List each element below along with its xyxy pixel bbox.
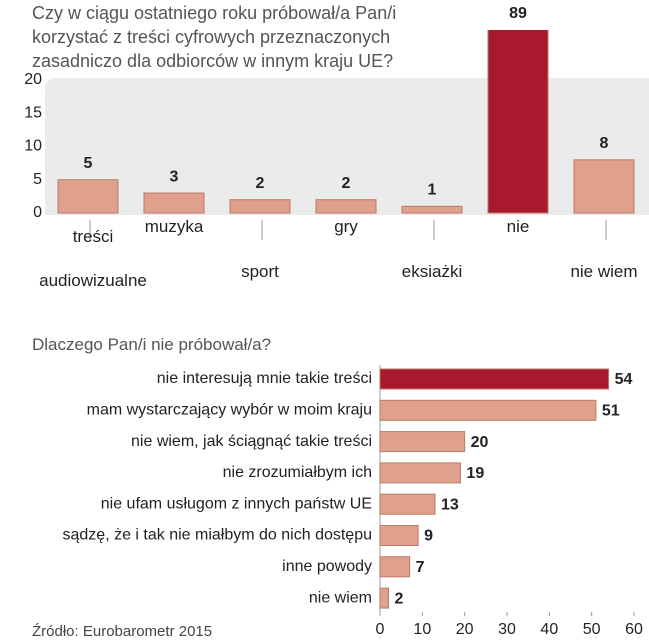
y-tick-label: nie interesują mnie takie treści <box>157 370 372 387</box>
value-label: 20 <box>471 434 489 451</box>
x-tick-label: 50 <box>583 621 601 638</box>
x-tick-label: 30 <box>498 621 516 638</box>
y-tick-label: nie wiem, jak ściągnąć takie treści <box>131 433 372 450</box>
bar <box>379 556 411 578</box>
x-tick-label: nie wiem <box>570 262 638 281</box>
x-tick-label: 40 <box>540 621 558 638</box>
bar <box>57 179 119 214</box>
x-tick-label: muzyka <box>144 217 204 236</box>
plot-background <box>45 78 649 215</box>
x-tick-label: eksiażki <box>401 262 463 281</box>
bar <box>379 399 597 421</box>
y-tick-label: 15 <box>24 104 42 121</box>
value-label: 5 <box>84 155 93 172</box>
value-label: 2 <box>394 590 403 607</box>
y-tick-label: 20 <box>24 71 42 88</box>
y-tick-label: sądzę, że i tak nie miałbym do nich dost… <box>63 527 373 544</box>
y-tick-label: nie wiem <box>309 589 372 606</box>
bar <box>379 525 419 546</box>
y-tick-label: nie ufam usługom z innych państw UE <box>101 495 372 512</box>
x-tick-label: 60 <box>625 621 643 638</box>
chart-title: Czy w ciągu ostatniego roku próbował/a P… <box>32 3 397 71</box>
bar <box>315 199 377 214</box>
value-label: 2 <box>256 175 265 192</box>
value-label: 19 <box>466 465 484 482</box>
bar <box>487 30 549 214</box>
value-label: 13 <box>441 496 459 513</box>
value-label: 7 <box>416 559 425 576</box>
bar <box>379 493 436 515</box>
x-tick-label: nie <box>506 217 530 236</box>
y-tick-label: 5 <box>33 171 42 188</box>
value-label: 3 <box>170 168 179 185</box>
x-tick-label: sport <box>241 262 279 281</box>
y-tick-label: 0 <box>33 204 42 221</box>
x-tick-label: 0 <box>376 621 385 638</box>
value-label: 9 <box>424 528 433 545</box>
bar <box>573 159 635 214</box>
bar <box>379 587 389 609</box>
y-tick-label: nie zrozumiałbym ich <box>223 464 372 481</box>
x-tick-label: 20 <box>456 621 474 638</box>
bar <box>401 205 463 214</box>
y-tick-label: mam wystarczający wybór w moim kraju <box>87 402 372 419</box>
value-label: 8 <box>600 135 609 152</box>
bar <box>379 462 461 484</box>
x-tick-label: gry <box>334 217 358 236</box>
value-label: 89 <box>509 5 527 22</box>
bar <box>143 192 205 214</box>
bars <box>57 30 635 214</box>
source: Źródło: Eurobarometr 2015 <box>32 623 213 640</box>
x-tick-label: 10 <box>413 621 431 638</box>
bar <box>379 431 466 453</box>
value-label: 1 <box>428 182 437 199</box>
value-label: 54 <box>615 371 633 388</box>
x-tick-label: treści audiowizualne <box>39 227 147 290</box>
value-label: 51 <box>602 403 620 420</box>
bar <box>379 368 610 390</box>
y-tick-label: inne powody <box>282 558 372 575</box>
chart-title: Dlaczego Pan/i nie próbował/a? <box>32 335 272 354</box>
bar <box>229 199 291 214</box>
y-tick-label: 10 <box>24 138 42 155</box>
value-label: 2 <box>342 175 351 192</box>
